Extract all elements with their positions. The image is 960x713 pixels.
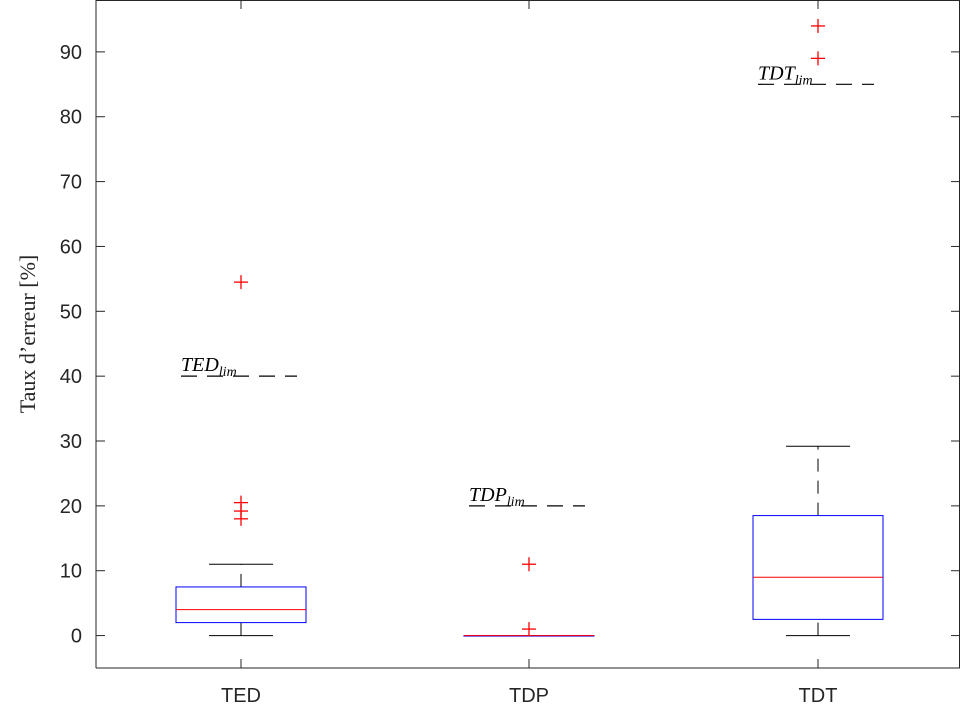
y-tick-label: 40 [60,366,82,388]
x-tick-label: TDP [509,685,549,707]
outlier-point [811,51,825,66]
limit-label: TDPlim [469,484,525,510]
boxes [175,18,884,637]
y-tick-label: 80 [60,107,82,129]
y-axis-label: Taux d’erreur [%] [15,255,40,413]
outlier-point [522,557,536,572]
limit-tdp: TDPlim [469,484,585,510]
box-rect [175,586,307,624]
limit-tdt: TDTlim [758,62,874,88]
limit-ted: TEDlim [181,354,297,380]
y-tick-label: 70 [60,172,82,194]
outlier-point [522,622,536,637]
x-tick-label: TED [221,685,261,707]
box-rect [752,515,884,620]
limit-label-sub: lim [795,73,813,88]
y-tick-label: 10 [60,561,82,583]
box-tdp [463,557,595,637]
outlier-point [811,18,825,33]
limit-label-sub: lim [507,495,525,510]
outlier-point [234,275,248,290]
limit-label: TEDlim [181,354,237,380]
y-tick-label: 0 [71,626,82,648]
outlier-point [234,511,248,526]
box-ted [175,275,307,637]
limit-label: TDTlim [758,62,813,88]
y-tick-label: 20 [60,496,82,518]
y-tick-label: 30 [60,431,82,453]
limit-label-main: TDT [758,62,797,84]
limit-label-main: TDP [469,484,507,506]
axes: 0 10 20 30 40 50 60 70 80 90 TED TDP TDT [60,0,960,707]
plot-area [96,0,960,668]
y-tick-label: 60 [60,236,82,258]
y-tick-label: 90 [60,42,82,64]
limit-label-sub: lim [219,365,237,380]
y-tick-label: 50 [60,301,82,323]
x-tick-label: TDT [799,685,838,707]
limit-label-main: TED [181,354,219,376]
box-tdt [752,18,884,637]
